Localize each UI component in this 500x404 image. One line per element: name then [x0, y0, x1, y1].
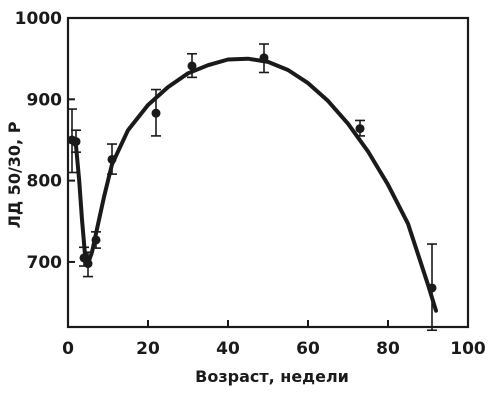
data-point-9 — [355, 124, 365, 134]
ticks: 0 20 40 60 80 100 700 800 900 1000 — [15, 9, 486, 359]
x-tick-label-100: 100 — [450, 339, 486, 359]
y-tick-label-900: 900 — [27, 90, 63, 110]
x-tick-label-0: 0 — [62, 339, 74, 359]
x-axis-title: Возраст, недели — [195, 367, 349, 386]
error-bars — [67, 43, 437, 332]
axes — [66, 16, 470, 329]
data-point-10 — [427, 283, 437, 293]
x-tick-label-60: 60 — [296, 339, 320, 359]
x-tick-label-80: 80 — [376, 339, 400, 359]
y-axis-title: ЛД 50/30, Р — [5, 121, 24, 228]
fit-curve — [70, 56, 438, 313]
x-tick-label-20: 20 — [136, 339, 160, 359]
plot-frame — [66, 16, 470, 329]
data-point-4 — [91, 235, 101, 245]
x-tick-label-40: 40 — [216, 339, 240, 359]
data-point-3 — [83, 259, 93, 269]
data-point-7 — [187, 61, 197, 71]
y-tick-label-1000: 1000 — [15, 9, 62, 29]
y-tick-label-800: 800 — [27, 172, 63, 192]
data-point-1 — [71, 137, 81, 147]
y-tick-label-700: 700 — [27, 253, 63, 273]
data-point-8 — [259, 53, 269, 63]
data-points — [67, 53, 437, 293]
data-point-6 — [151, 108, 161, 118]
data-point-5 — [107, 154, 117, 164]
fit-curve-layer — [70, 56, 438, 313]
